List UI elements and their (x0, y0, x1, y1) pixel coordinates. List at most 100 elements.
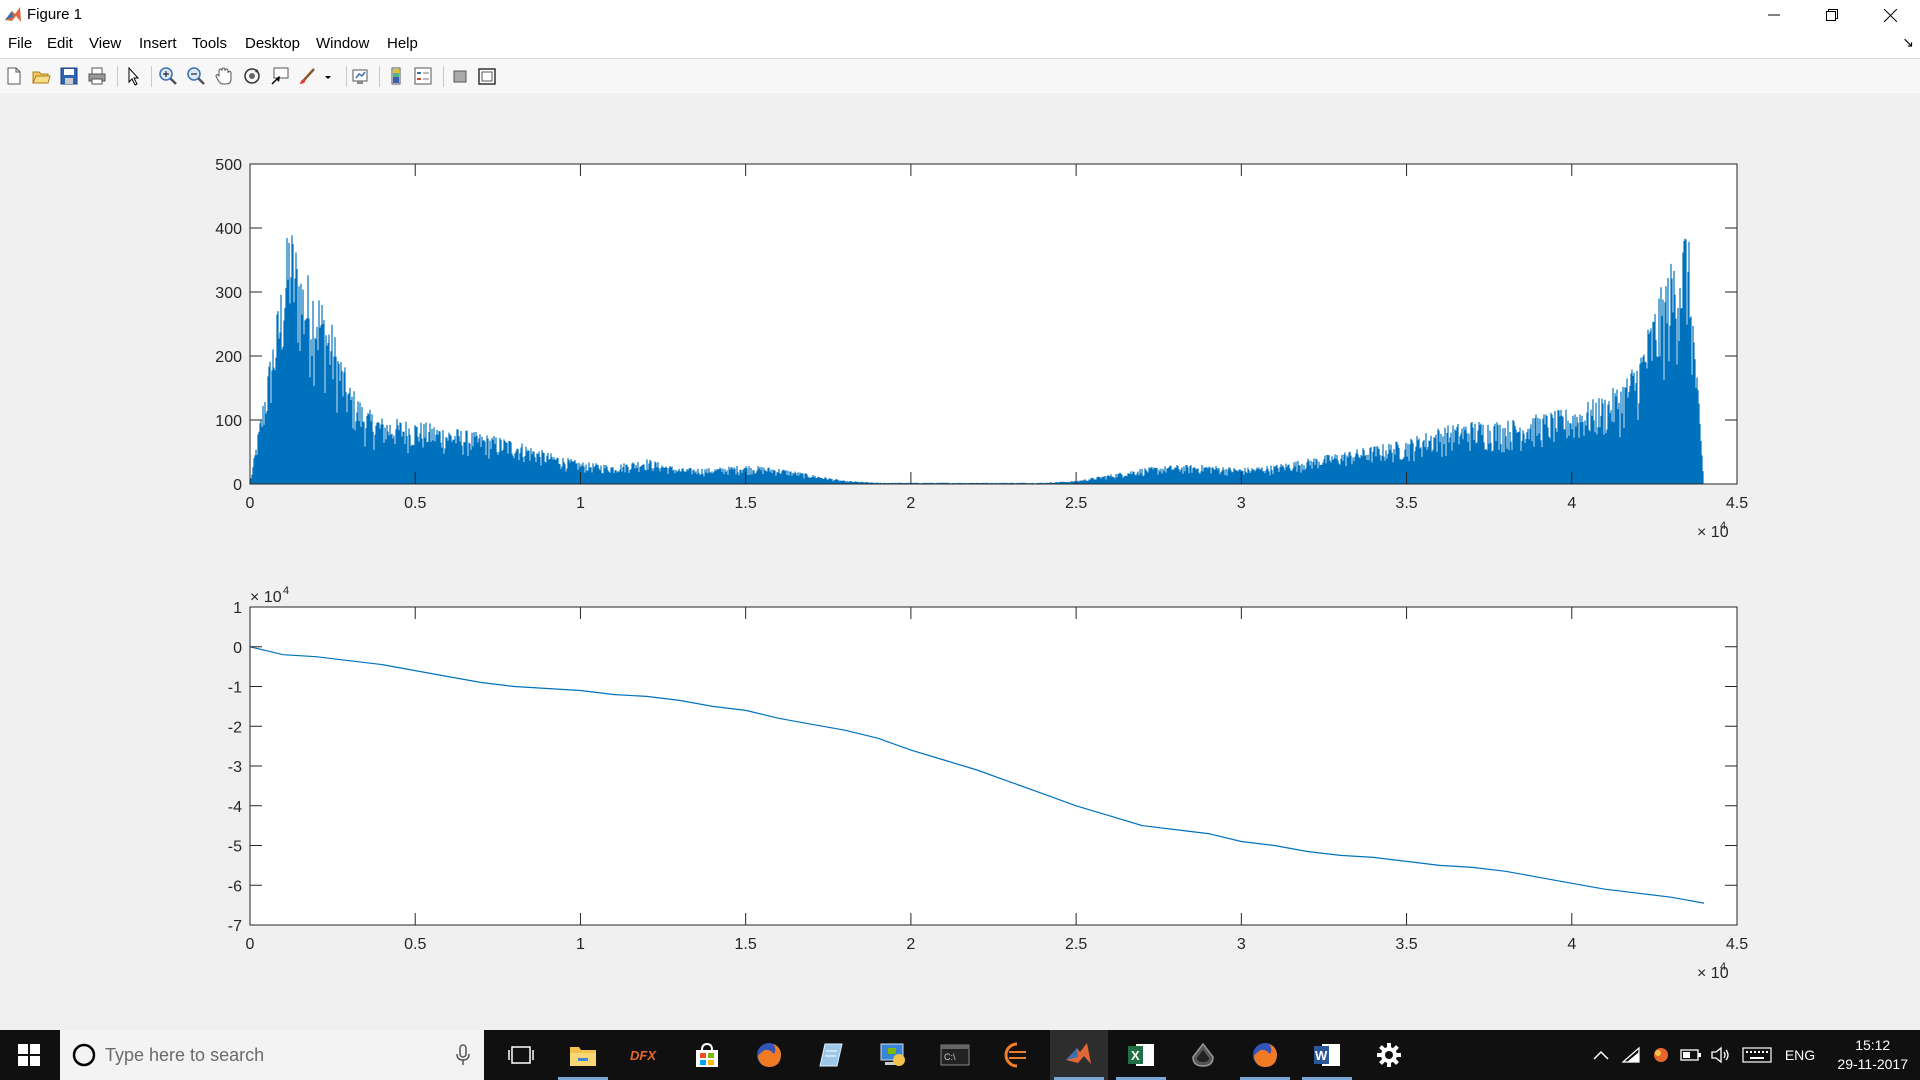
x-exponent-power: 4 (1720, 961, 1726, 973)
rotate-3d-icon[interactable] (242, 66, 262, 86)
series-line (249, 646, 1705, 904)
x-tick-label: 3.5 (1395, 936, 1417, 953)
bottom-axes: 0 0.5 1 1.5 2 2.5 3 3.5 4 4.510-1-2-3-4-5-6-7× 10… (228, 585, 1748, 982)
taskbar-dfx[interactable]: DFX (616, 1030, 674, 1080)
restore-icon (1826, 9, 1838, 21)
menu-file[interactable]: File (8, 35, 33, 52)
taskbar-settings[interactable] (1360, 1030, 1418, 1080)
y-tick-label: 500 (215, 157, 242, 174)
figure-canvas[interactable]: 0 0.5 1 1.5 2 2.5 3 3.5 4 4.5 0 100 200 300 400 500 × 10… (0, 93, 1920, 1030)
taskbar-firefox[interactable] (740, 1030, 798, 1080)
battery-icon (1680, 1049, 1701, 1061)
taskbar-clock[interactable]: 15:12 29-11-2017 (1837, 1036, 1908, 1074)
close-icon (1883, 8, 1897, 22)
tray-app[interactable] (1648, 1030, 1674, 1080)
taskbar-control-panel[interactable] (864, 1030, 922, 1080)
taskbar-terminal[interactable]: C:\ (926, 1030, 984, 1080)
tray-volume[interactable] (1708, 1030, 1734, 1080)
x-tick-label: 4.5 (1726, 495, 1748, 512)
windows-taskbar: Type here to search DFX C:\ X (0, 1030, 1920, 1080)
task-view-button[interactable] (492, 1030, 550, 1080)
toolbar-separator (151, 66, 152, 87)
matlab-logo-icon (3, 5, 23, 25)
tray-battery[interactable] (1678, 1030, 1704, 1080)
x-tick-label: 1 (576, 495, 585, 512)
menu-tools[interactable]: Tools (192, 35, 228, 52)
close-button[interactable] (1861, 0, 1919, 30)
taskbar-drop-app[interactable] (1174, 1030, 1232, 1080)
data-cursor-icon[interactable] (270, 66, 290, 86)
taskbar-eclipse[interactable] (988, 1030, 1046, 1080)
new-figure-icon[interactable] (4, 66, 24, 86)
pan-hand-icon[interactable] (214, 66, 234, 86)
x-tick-label: 0 (246, 495, 255, 512)
word-icon: W (1314, 1044, 1340, 1066)
x-tick-label: 0.5 (404, 495, 426, 512)
insert-colorbar-icon[interactable] (386, 66, 406, 86)
menu-edit[interactable]: Edit (47, 35, 73, 52)
taskbar-notepad-app[interactable] (802, 1030, 860, 1080)
x-tick-label: 4 (1567, 936, 1576, 953)
x-tick-label: 1.5 (735, 936, 757, 953)
menu-window[interactable]: Window (316, 35, 370, 52)
hide-plot-tools-icon[interactable] (450, 66, 470, 86)
firefox-icon-2 (1253, 1043, 1277, 1067)
taskbar-excel[interactable]: X (1112, 1030, 1170, 1080)
terminal-icon: C:\ (940, 1044, 970, 1066)
x-tick-label: 4.5 (1726, 936, 1748, 953)
running-indicator (1054, 1077, 1104, 1080)
menu-bar: File Edit View Insert Tools Desktop Wind… (0, 30, 1920, 58)
taskbar-store[interactable] (678, 1030, 736, 1080)
insert-legend-icon[interactable] (413, 66, 433, 86)
link-plot-icon[interactable] (350, 66, 370, 86)
minimize-icon (1768, 14, 1780, 16)
spectrum-bars (250, 235, 1704, 484)
microphone-icon[interactable] (456, 1044, 470, 1066)
minimize-button[interactable] (1745, 0, 1803, 30)
start-button[interactable] (0, 1030, 58, 1080)
menu-insert[interactable]: Insert (139, 35, 177, 52)
x-exponent-label: × 10 (1697, 965, 1729, 982)
clock-time: 15:12 (1855, 1037, 1891, 1053)
chevron-up-icon (1593, 1050, 1609, 1060)
menu-desktop[interactable]: Desktop (245, 35, 301, 52)
y-tick-label: 1 (233, 600, 242, 617)
print-icon[interactable] (87, 66, 107, 86)
x-tick-label: 3 (1237, 495, 1246, 512)
tray-show-hidden[interactable] (1588, 1030, 1614, 1080)
dock-arrow-icon[interactable]: ↘ (1902, 34, 1914, 50)
menu-help[interactable]: Help (387, 35, 418, 52)
tray-app-icon (1654, 1048, 1668, 1062)
taskbar-matlab[interactable] (1050, 1030, 1108, 1080)
brush-dropdown-icon[interactable] (322, 66, 334, 86)
tray-language[interactable]: ENG (1782, 1030, 1818, 1080)
taskbar-search-box[interactable]: Type here to search (60, 1030, 484, 1080)
plot-background (250, 607, 1737, 925)
save-icon[interactable] (59, 66, 79, 86)
edit-plot-arrow-icon[interactable] (124, 66, 144, 86)
open-file-icon[interactable] (31, 66, 51, 86)
menu-view[interactable]: View (89, 35, 122, 52)
svg-text:C:\: C:\ (944, 1052, 956, 1062)
y-tick-label: -3 (228, 759, 242, 776)
show-plot-tools-icon[interactable] (477, 66, 497, 86)
x-tick-label: 3 (1237, 936, 1246, 953)
zoom-in-icon[interactable] (158, 66, 178, 86)
brush-icon[interactable] (298, 66, 318, 86)
store-icon (696, 1042, 718, 1067)
window-title: Figure 1 (27, 6, 83, 23)
tray-network[interactable] (1618, 1030, 1644, 1080)
app-drop-icon (1192, 1042, 1214, 1067)
taskbar-file-explorer[interactable] (554, 1030, 612, 1080)
wifi-icon (1621, 1046, 1640, 1063)
svg-text:DFX: DFX (630, 1048, 657, 1063)
y-tick-label: 200 (215, 349, 242, 366)
zoom-out-icon[interactable] (186, 66, 206, 86)
title-bar: Figure 1 (0, 0, 1920, 30)
restore-button[interactable] (1803, 0, 1861, 30)
taskbar-word[interactable]: W (1298, 1030, 1356, 1080)
tray-keyboard[interactable] (1740, 1030, 1774, 1080)
x-tick-label: 0 (246, 936, 255, 953)
taskbar-firefox-2[interactable] (1236, 1030, 1294, 1080)
